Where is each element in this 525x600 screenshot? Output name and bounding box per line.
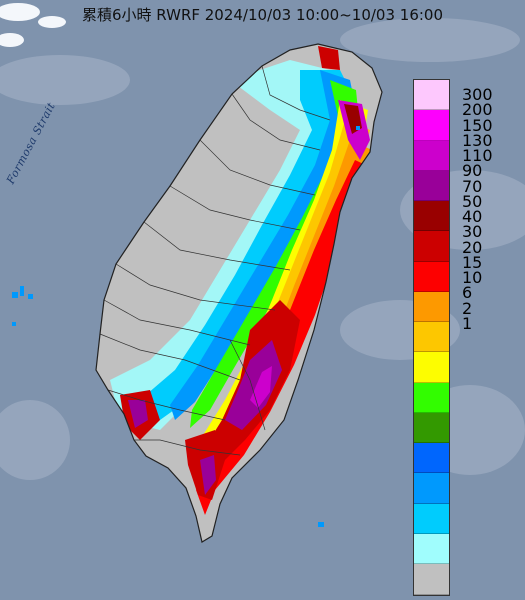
legend-swatch [414,291,449,323]
taiwan-coastline [95,43,383,543]
legend-label: 150 [462,115,493,135]
legend-swatch [414,382,449,413]
map-title: 累積6小時 RWRF 2024/10/03 10:00~10/03 16:00 [81,6,444,24]
legend-swatch [414,231,449,262]
offshore-rain-specks [12,126,360,527]
legend-label: 300 [462,85,493,104]
legend-label: 90 [462,161,483,181]
legend-label: 110 [462,146,493,166]
legend-swatch [414,80,449,111]
legend-labels: 300 200 150 130 110 90 70 50 40 30 20 15 10 6 2 1 [462,85,493,339]
legend-label: 6 [462,283,473,303]
legend-swatch [414,443,449,474]
legend-label: 2 [462,298,473,318]
legend-color-bar [413,79,450,596]
legend-swatch [414,564,449,595]
legend-label: 200 [462,100,493,120]
top-left-clouds [0,3,66,47]
legend-swatch [414,352,449,383]
legend-label: 10 [462,268,483,288]
legend-label: 15 [462,252,483,272]
legend-label: 20 [462,237,483,257]
legend-swatch [414,201,449,232]
legend-label: 50 [462,191,483,211]
legend-swatch [414,412,449,444]
legend-swatch [414,322,449,353]
legend-swatch [414,110,449,141]
legend-swatch [414,473,449,504]
legend-label: 70 [462,176,483,196]
rainfall-overlay [110,46,372,515]
legend-label: 40 [462,207,483,227]
legend-label: 1 [462,313,473,333]
legend-swatch [414,140,449,171]
legend-swatch [414,170,449,202]
legend-swatch [414,503,449,534]
legend-swatch [414,533,449,565]
legend-label: 30 [462,222,483,242]
county-boundaries [99,65,331,456]
legend-label: 130 [462,130,493,150]
legend-swatch [414,261,449,292]
